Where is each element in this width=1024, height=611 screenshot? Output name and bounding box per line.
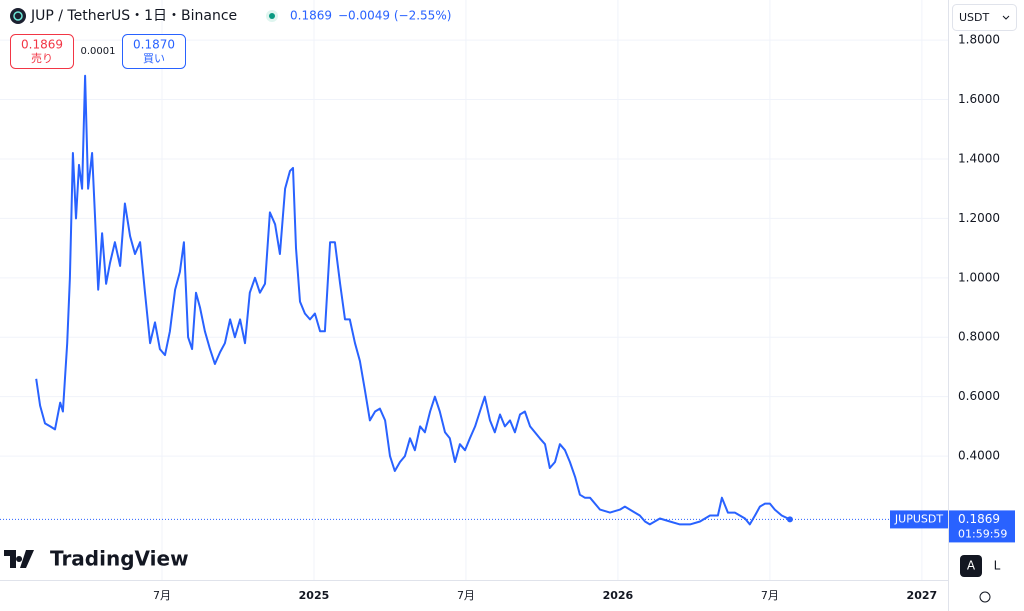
y-tick-label: 0.6000 [958,389,1000,403]
symbol-tag-label: JUPUSDT [894,512,943,525]
x-tick-label: 7月 [761,589,779,602]
y-tick-label: 1.0000 [958,270,1000,284]
status-dot [269,13,275,19]
spread: 0.0001 [81,46,116,57]
price-change: −0.0049 (−2.55%) [338,9,451,23]
y-tick-label: 0.8000 [958,330,1000,344]
sell-price[interactable]: 0.1869 [21,38,63,52]
plot [0,74,948,526]
x-tick-label: 7月 [457,589,475,602]
symbol-tag [890,510,948,529]
buy-button[interactable] [122,34,186,69]
last-point [786,516,793,523]
sell-button[interactable] [10,34,74,69]
buy-price[interactable]: 0.1870 [133,38,175,52]
x-tick-label: 7月 [153,589,171,602]
last-price: 0.1869 [290,9,332,23]
y-tick-label: 0.4000 [958,449,1000,463]
y-tick-label: 1.4000 [958,151,1000,165]
price-tag [949,510,1015,543]
currency[interactable]: USDT [959,11,990,24]
chart-title: JUP / TetherUS・1日・Binance [30,8,237,24]
currency-select[interactable] [952,4,1017,31]
price-tag-label: 0.1869 [958,512,1000,526]
auto-scale-button[interactable] [960,555,982,577]
logo-text: TradingView [50,547,189,571]
x-tick-label: 2026 [603,589,634,602]
x-tick-label: 2027 [907,589,938,602]
symbol-icon-ring [13,11,23,21]
buy-label[interactable]: 買い [143,52,165,65]
dropdown-caret[interactable] [1002,15,1010,20]
y-tick-label: 1.6000 [958,92,1000,106]
log-scale-label[interactable]: L [994,559,1001,573]
settings-button[interactable] [979,591,991,603]
countdown: 01:59:59 [958,527,1007,540]
logo-mark [4,550,34,568]
sell-label[interactable]: 売り [31,52,53,65]
y-tick-label: 1.8000 [958,33,1000,47]
y-tick-label: 1.2000 [958,211,1000,225]
grid [0,0,948,580]
price-line [35,74,791,526]
symbol-icon [10,8,26,24]
x-tick-label: 2025 [299,589,330,602]
auto-scale-label[interactable]: A [967,559,976,573]
